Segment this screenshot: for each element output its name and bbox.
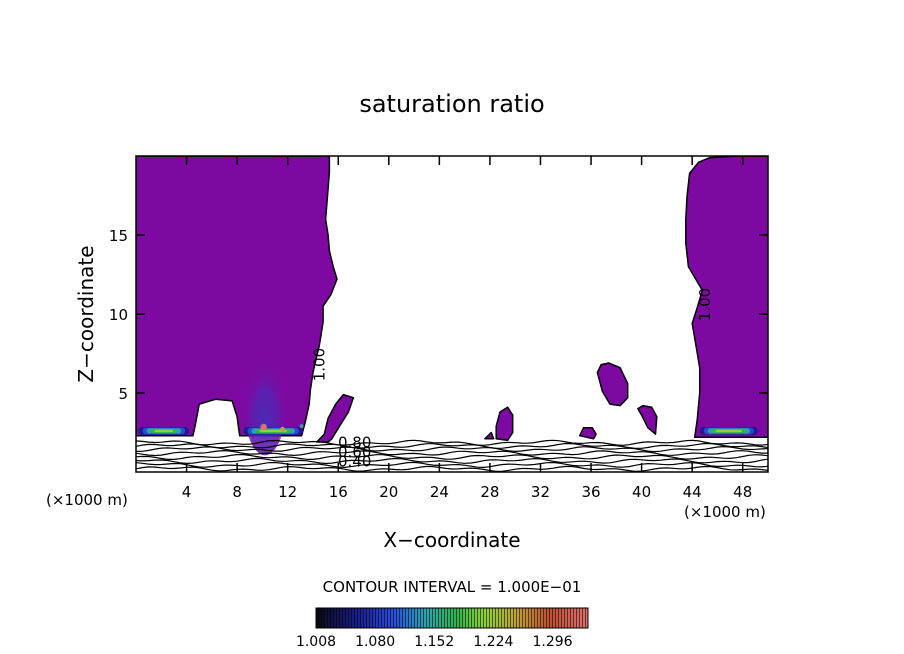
surface-contour-2 [136, 457, 768, 465]
surface-contour-3 [136, 454, 768, 461]
band-mid-layer-4 [259, 429, 287, 433]
small-cloud-c [578, 427, 597, 440]
hotspot-cyan [299, 424, 304, 429]
plume-core [253, 385, 276, 438]
contour-interval-text: CONTOUR INTERVAL = 1.000E−01 [323, 578, 582, 596]
colorbar-stripes [316, 608, 588, 628]
y-tick-label-15: 15 [109, 227, 128, 245]
y-tick-label-10: 10 [109, 306, 128, 324]
right-cloud [685, 156, 768, 438]
colorbar-tick-label-3: 1.224 [473, 634, 513, 650]
x-tick-label-40: 40 [632, 483, 651, 501]
contour-label-1: 1.00 [696, 288, 714, 321]
x-tick-label-36: 36 [581, 483, 600, 501]
x-axis-label: X−coordinate [383, 528, 520, 552]
surface-contour-7 [136, 439, 768, 446]
left-cloud [136, 156, 338, 437]
colorbar-tick-label-1: 1.080 [355, 634, 395, 650]
contour-labels: 1.00 1.00 0.800.600.40 [310, 288, 714, 471]
colorbar-tick-labels: 1.008 1.080 1.152 1.224 1.296 [296, 634, 573, 650]
small-cloud-d [596, 362, 629, 407]
chart-title: saturation ratio [359, 90, 544, 118]
tiny-cloud-f [484, 431, 495, 440]
x-tick-label-48: 48 [733, 483, 752, 501]
surface-contour-1 [136, 461, 768, 469]
band-left-layer-4 [154, 429, 174, 433]
contour-label-0: 1.00 [310, 348, 328, 381]
plot-area [136, 156, 768, 472]
colorbar-tick-label-2: 1.152 [414, 634, 454, 650]
x-unit-left: (×1000 m) [46, 491, 128, 509]
saturated-regions [136, 156, 768, 443]
small-cloud-a [316, 393, 355, 443]
contour-label-3: 0.60 [338, 443, 371, 461]
y-tick-label-5: 5 [118, 385, 128, 403]
hotspot-orange [280, 426, 286, 432]
surface-contour-5 [136, 445, 768, 453]
surface-contour-4 [136, 449, 768, 457]
surface-contour-0 [136, 465, 768, 472]
contour-label-4: 0.40 [338, 452, 371, 470]
x-tick-label-8: 8 [232, 483, 242, 501]
colorbar-tick-label-0: 1.008 [296, 634, 336, 650]
band-right-layer-4 [715, 429, 742, 433]
small-cloud-e [637, 404, 658, 435]
hotspot-red [260, 423, 267, 431]
plume-shading [242, 343, 287, 456]
x-unit-right: (×1000 m) [684, 503, 766, 521]
x-tick-label-16: 16 [329, 483, 348, 501]
colorbar-frame [315, 607, 589, 629]
x-tick-label-24: 24 [430, 483, 449, 501]
supersaturation-bands [138, 423, 758, 435]
x-tick-label-20: 20 [379, 483, 398, 501]
surface-contour-6 [136, 442, 768, 450]
x-tick-label-4: 4 [182, 483, 192, 501]
x-tick-label-12: 12 [278, 483, 297, 501]
x-tick-label-32: 32 [531, 483, 550, 501]
x-tick-label-28: 28 [480, 483, 499, 501]
y-axis-label: Z−coordinate [74, 245, 98, 382]
surface-contour-lines [136, 439, 768, 472]
colorbar [315, 607, 589, 629]
colorbar-tick-label-4: 1.296 [532, 634, 572, 650]
x-tick-label-44: 44 [683, 483, 702, 501]
contour-label-2: 0.80 [338, 434, 371, 452]
small-cloud-b [495, 406, 514, 442]
